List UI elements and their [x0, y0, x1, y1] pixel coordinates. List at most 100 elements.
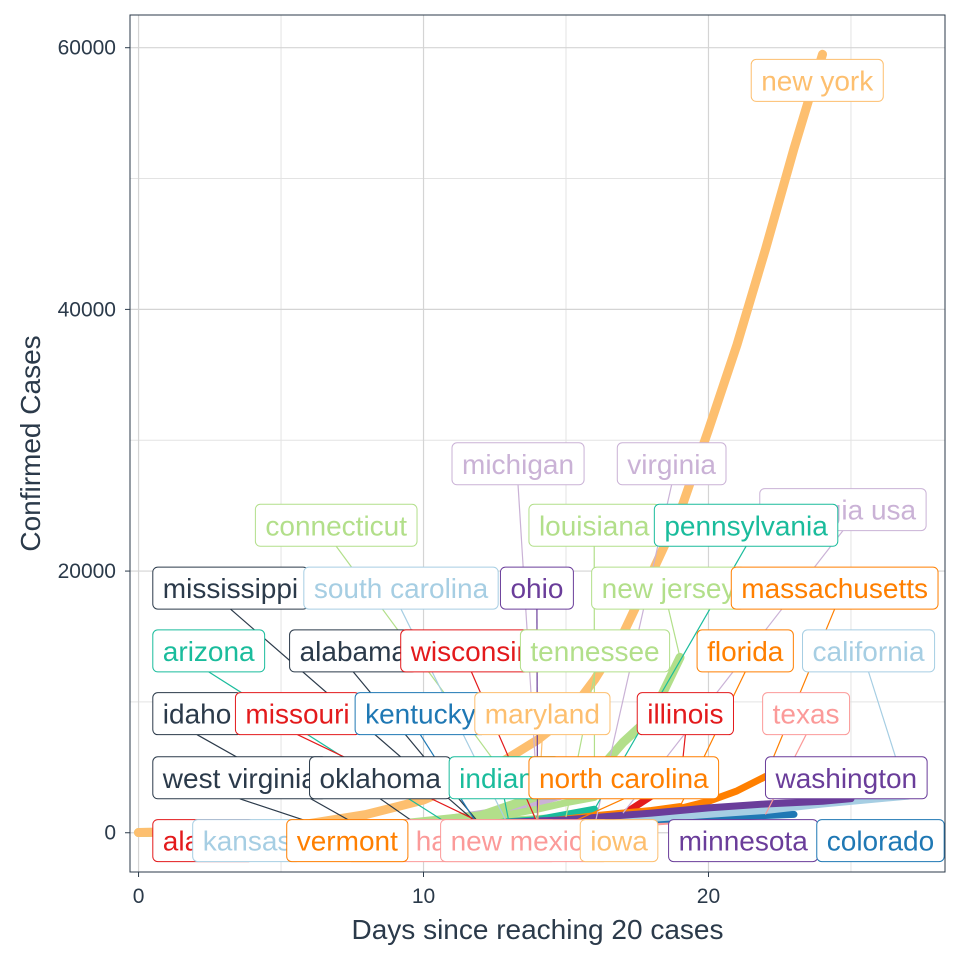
label-new-york: new york [750, 58, 884, 102]
label-box [528, 756, 720, 800]
label-ohio: ohio [499, 566, 574, 610]
label-box [636, 692, 734, 736]
label-text: missouri [245, 699, 349, 730]
label-virginia: virginia [616, 442, 727, 486]
label-pennsylvania: pennsylvania [653, 503, 839, 547]
label-box [730, 566, 939, 610]
label-box [750, 58, 884, 102]
label-text: pennsylvania [664, 510, 828, 541]
label-wisconsin: wisconsin [400, 629, 543, 673]
label-text: wisconsin [410, 636, 532, 667]
label-text: new york [761, 65, 874, 96]
label-louisiana: louisiana [528, 503, 660, 547]
label-box [579, 819, 659, 863]
axis-ticks: 0 10 20 0 20000 40000 60000 [58, 37, 721, 908]
label-box [764, 756, 928, 800]
label-alabama: alabama [289, 629, 418, 673]
label-illinois: illinois [636, 692, 734, 736]
label-box [762, 692, 851, 736]
label-box [499, 566, 574, 610]
label-text: oklahoma [320, 763, 442, 794]
y-tick-label: 0 [104, 822, 116, 845]
x-tick-label: 10 [412, 885, 435, 908]
x-axis-title: Days since reaching 20 cases [352, 914, 724, 945]
label-colorado: colorado [816, 819, 945, 863]
label-text: iowa [590, 826, 648, 857]
leader-line-indiana [503, 798, 510, 823]
label-michigan: michigan [451, 442, 585, 486]
label-idaho: idaho [152, 692, 242, 736]
label-washington: washington [764, 756, 928, 800]
x-tick-label: 20 [697, 885, 720, 908]
label-box [303, 566, 499, 610]
label-text: louisiana [539, 510, 650, 541]
label-text: california [813, 636, 925, 667]
label-text: virginia [627, 449, 716, 480]
label-iowa: iowa [579, 819, 659, 863]
label-box [451, 442, 585, 486]
label-tennessee: tennessee [519, 629, 671, 673]
label-text: arizona [163, 636, 255, 667]
x-tick-label: 0 [133, 885, 145, 908]
label-massachusetts: massachusetts [730, 566, 939, 610]
y-axis-title: Confirmed Cases [15, 335, 46, 551]
label-text: vermont [297, 826, 398, 857]
label-north-carolina: north carolina [528, 756, 720, 800]
label-maryland: maryland [474, 692, 611, 736]
label-text: tennessee [530, 636, 659, 667]
label-box [696, 629, 794, 673]
label-missouri: missouri [234, 692, 361, 736]
label-vermont: vermont [286, 819, 409, 863]
label-connecticut: connecticut [254, 503, 418, 547]
label-kentucky: kentucky [354, 692, 487, 736]
label-california: california [802, 629, 936, 673]
label-text: alabama [300, 636, 408, 667]
label-arizona: arizona [152, 629, 266, 673]
label-mississippi: mississippi [152, 566, 309, 610]
label-text: idaho [163, 699, 232, 730]
label-text: new mexico [451, 826, 599, 857]
label-oklahoma: oklahoma [309, 756, 452, 800]
label-new-mexico: new mexico [440, 819, 609, 863]
label-box [802, 629, 936, 673]
y-tick-label: 40000 [58, 298, 116, 321]
label-box [286, 819, 409, 863]
leader-line-new-jersey [667, 608, 681, 658]
label-florida: florida [696, 629, 794, 673]
label-text: south carolina [314, 573, 489, 604]
label-texas: texas [762, 692, 851, 736]
label-south-carolina: south carolina [303, 566, 499, 610]
label-west-virginia: west virginia [152, 756, 328, 800]
label-text: west virginia [162, 763, 317, 794]
y-tick-label: 60000 [58, 37, 116, 60]
label-text: massachusetts [741, 573, 928, 604]
label-box [816, 819, 945, 863]
plot-panel-border [129, 14, 946, 873]
label-text: maryland [485, 699, 600, 730]
label-text: connecticut [265, 510, 407, 541]
label-box [254, 503, 418, 547]
label-text: minnesota [679, 826, 809, 857]
label-minnesota: minnesota [668, 819, 819, 863]
label-new-jersey: new jersey [591, 566, 746, 610]
label-box [474, 692, 611, 736]
label-box [152, 629, 266, 673]
label-text: mississippi [163, 573, 298, 604]
label-box [653, 503, 839, 547]
label-text: texas [773, 699, 840, 730]
label-kansas: kansas [192, 819, 302, 863]
label-text: washington [774, 763, 917, 794]
label-box [616, 442, 727, 486]
label-text: new jersey [602, 573, 736, 604]
label-text: florida [707, 636, 784, 667]
label-text: colorado [827, 826, 934, 857]
label-text: illinois [647, 699, 723, 730]
label-text: ohio [510, 573, 563, 604]
label-text: north carolina [539, 763, 709, 794]
y-tick-label: 20000 [58, 560, 116, 583]
label-text: kentucky [365, 699, 476, 730]
label-text: kansas [203, 826, 292, 857]
label-text: michigan [462, 449, 574, 480]
